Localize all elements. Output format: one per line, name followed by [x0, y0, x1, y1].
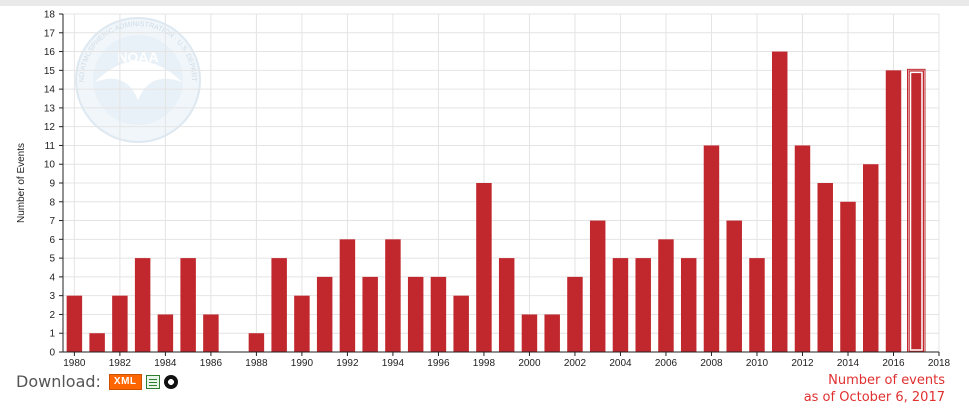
y-tick-label: 13	[44, 103, 56, 114]
bar-highlight-outline	[909, 71, 923, 351]
bar	[794, 145, 811, 352]
y-tick-label: 18	[44, 10, 56, 21]
x-tick-label: 1990	[291, 358, 314, 369]
bar	[407, 276, 424, 352]
top-bar	[0, 0, 969, 6]
bar	[771, 51, 788, 353]
bar	[544, 314, 560, 352]
bar	[703, 145, 720, 352]
x-tick-label: 1982	[109, 358, 132, 369]
x-tick-label: 1988	[245, 358, 268, 369]
x-tick-label: 2010	[746, 358, 769, 369]
x-tick-label: 1980	[63, 358, 86, 369]
bar	[612, 258, 629, 352]
x-tick-label: 1992	[336, 358, 359, 369]
bar	[339, 239, 356, 352]
bar	[635, 258, 651, 352]
x-tick-label: 1986	[200, 358, 223, 369]
x-tick-label: 1998	[473, 358, 496, 369]
x-tick-label: 1984	[154, 358, 177, 369]
bar-highlighted	[908, 70, 924, 352]
y-tick-label: 2	[49, 310, 55, 321]
download-label: Download:	[16, 372, 101, 391]
bar	[840, 201, 856, 352]
bars	[66, 51, 926, 353]
bar	[248, 333, 265, 352]
y-tick-label: 6	[49, 235, 55, 246]
bar	[567, 276, 583, 352]
bar	[180, 258, 196, 352]
x-tick-label: 2004	[609, 358, 632, 369]
y-axis-title: Number of Events	[16, 143, 27, 223]
x-tick-label: 2014	[837, 358, 860, 369]
ring-icon[interactable]	[163, 374, 178, 389]
x-tick-label: 2006	[655, 358, 678, 369]
bar	[476, 183, 492, 352]
logo-outer-ring	[75, 17, 201, 143]
bar	[66, 295, 83, 352]
x-tick-label: 2008	[700, 358, 723, 369]
x-tick-label: 2012	[791, 358, 814, 369]
y-tick-label: 4	[49, 272, 55, 283]
bar	[362, 276, 378, 352]
y-tick-label: 8	[49, 197, 55, 208]
bar	[203, 314, 219, 352]
xml-download-button[interactable]: XML	[108, 373, 142, 390]
x-tick-labels: 1980 1982 1984 1986 1988 1990 1992 1994 1996 1998…	[63, 352, 951, 369]
bar	[726, 220, 742, 352]
bar	[385, 239, 401, 352]
bar	[430, 276, 447, 352]
x-tick-label: 1996	[427, 358, 450, 369]
bar	[521, 314, 538, 352]
y-tick-label: 17	[44, 28, 56, 39]
bar	[294, 295, 310, 352]
bar	[89, 333, 105, 352]
y-tick-label: 5	[49, 254, 55, 265]
y-tick-label: 11	[45, 141, 56, 152]
bar	[749, 258, 765, 352]
x-tick-label: 2016	[882, 358, 905, 369]
bar	[863, 164, 879, 352]
bar	[157, 314, 174, 352]
x-tick-label: 1994	[382, 358, 405, 369]
bar	[680, 258, 697, 352]
bar	[498, 258, 515, 352]
bar	[453, 295, 469, 352]
download-bar: Download: XML	[16, 372, 178, 391]
y-tick-label: 10	[44, 160, 56, 171]
y-tick-label: 12	[44, 122, 56, 133]
y-tick-label: 16	[44, 47, 56, 58]
y-tick-label: 1	[49, 329, 55, 340]
events-note: Number of events as of October 6, 2017	[804, 372, 945, 406]
y-tick-label: 0	[49, 348, 55, 359]
bar	[817, 183, 833, 352]
noaa-logo-watermark: NOAA NATIONAL OCEANIC AND ATMOSPHERIC AD…	[0, 0, 201, 143]
y-tick-label: 15	[44, 66, 56, 77]
y-tick-label: 9	[49, 179, 55, 190]
note-line-1: Number of events	[828, 373, 945, 388]
y-tick-label: 3	[49, 291, 55, 302]
logo-inner-disc	[93, 35, 183, 125]
bar	[271, 258, 287, 352]
bar	[112, 295, 128, 352]
x-tick-label: 2000	[518, 358, 541, 369]
bar	[658, 239, 674, 352]
bar-chart: NOAA NATIONAL OCEANIC AND ATMOSPHERIC AD…	[0, 0, 951, 369]
bar	[316, 276, 333, 352]
x-tick-label: 2018	[928, 358, 951, 369]
y-tick-label: 14	[44, 85, 56, 96]
bar	[589, 220, 606, 352]
bar	[885, 70, 902, 352]
bar	[134, 258, 151, 352]
y-tick-label: 7	[49, 216, 55, 227]
excel-icon[interactable]	[145, 374, 160, 389]
note-line-2: as of October 6, 2017	[803, 390, 945, 405]
logo-text: NOAA	[117, 49, 158, 65]
x-tick-label: 2002	[564, 358, 587, 369]
